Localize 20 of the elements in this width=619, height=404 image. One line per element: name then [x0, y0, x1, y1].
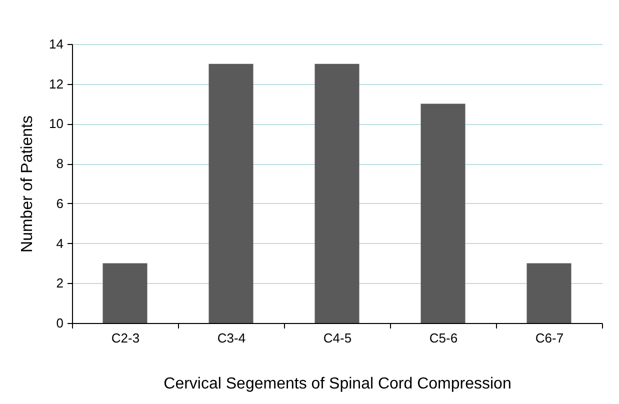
x-tick-label: C4-5	[323, 330, 352, 346]
bar	[102, 263, 148, 323]
x-tick-label: C3-4	[217, 330, 246, 346]
bar	[314, 64, 360, 323]
y-tick-label: 8	[56, 156, 64, 172]
x-tick-label: C2-3	[111, 330, 140, 346]
y-axis-title: Number of Patients	[19, 116, 36, 252]
bar	[526, 263, 572, 323]
y-tick-label: 2	[56, 276, 64, 291]
y-tick-label: 14	[49, 36, 64, 52]
y-tick-label: 10	[49, 116, 64, 132]
y-tick-label: 0	[56, 316, 64, 330]
x-tick-label: C6-7	[535, 330, 564, 346]
bar	[420, 104, 466, 323]
y-tick-label: 12	[49, 76, 64, 92]
x-axis-title: Cervical Segements of Spinal Cord Compression	[164, 376, 512, 392]
x-tick-label: C5-6	[429, 330, 458, 346]
bar	[208, 64, 254, 323]
y-tick-label: 4	[56, 236, 64, 251]
y-tick-label: 6	[56, 196, 64, 211]
